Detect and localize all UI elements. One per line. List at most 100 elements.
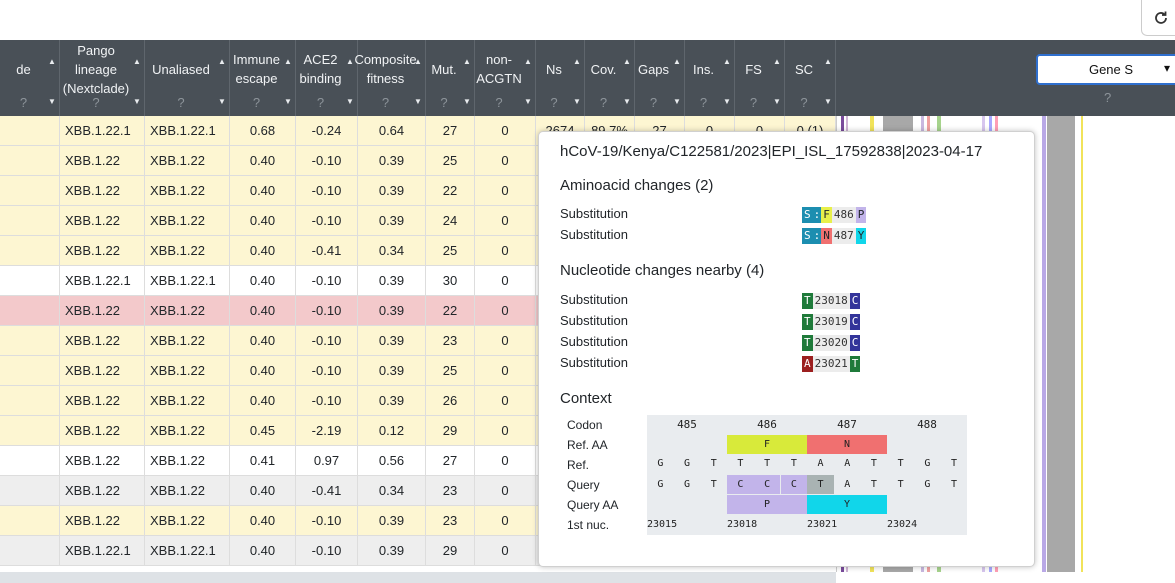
mutation-gene: S: [802, 228, 813, 244]
table-cell-nonacgtn: 0: [475, 386, 536, 416]
column-header-11[interactable]: Ins.? ▲ ▼: [685, 40, 735, 116]
mutation-query: P: [855, 207, 867, 223]
table-cell-unaliased: XBB.1.22: [145, 356, 230, 386]
help-icon[interactable]: ?: [252, 95, 261, 110]
query-aa-cell: Y: [807, 495, 887, 514]
horizontal-scrollbar[interactable]: [0, 572, 836, 583]
table-cell-fitness: 0.39: [358, 296, 426, 326]
column-header-9[interactable]: Cov.? ▲ ▼: [585, 40, 635, 116]
column-header-4[interactable]: ACE2 binding? ▲ ▼: [296, 40, 358, 116]
gene-help-icon[interactable]: ?: [1104, 90, 1112, 105]
table-cell-mut: 22: [426, 296, 475, 326]
table-cell-lineage: XBB.1.22: [60, 416, 145, 446]
help-icon[interactable]: ?: [381, 95, 390, 110]
table-cell-ace2: -0.10: [296, 356, 358, 386]
sort-asc-icon[interactable]: ▲: [623, 57, 631, 66]
table-cell-mut: 26: [426, 386, 475, 416]
column-header-1[interactable]: Pango lineage (Nextclade)? ▲ ▼: [60, 40, 145, 116]
ref-nuc-cell: G: [657, 458, 664, 469]
sort-desc-icon[interactable]: ▼: [218, 97, 226, 106]
sort-desc-icon[interactable]: ▼: [824, 97, 832, 106]
aa-change-kind: Substitution: [560, 227, 628, 242]
ref-nuc-cell: A: [844, 458, 851, 469]
help-icon[interactable]: ?: [800, 95, 808, 110]
sort-asc-icon[interactable]: ▲: [284, 57, 292, 66]
sort-desc-icon[interactable]: ▼: [773, 97, 781, 106]
sort-asc-icon[interactable]: ▲: [573, 57, 581, 66]
sort-asc-icon[interactable]: ▲: [673, 57, 681, 66]
column-header-8[interactable]: Ns? ▲ ▼: [536, 40, 585, 116]
refresh-button[interactable]: [1141, 0, 1175, 36]
column-header-5[interactable]: Composite fitness? ▲ ▼: [354, 40, 426, 116]
help-icon[interactable]: ?: [92, 95, 100, 110]
help-icon[interactable]: ?: [550, 95, 558, 110]
table-header: de? ▲ ▼ Pango lineage (Nextclade)? ▲ ▼ Unalias…: [0, 40, 1175, 116]
sort-desc-icon[interactable]: ▼: [346, 97, 354, 106]
sort-asc-icon[interactable]: ▲: [346, 57, 354, 66]
column-header-0[interactable]: de? ▲ ▼: [0, 40, 60, 116]
table-cell-ace2: -0.10: [296, 146, 358, 176]
help-icon[interactable]: ?: [749, 95, 758, 110]
column-header-6[interactable]: Mut.? ▲ ▼: [426, 40, 475, 116]
sort-desc-icon[interactable]: ▼: [673, 97, 681, 106]
ref-nuc-cell: T: [870, 458, 877, 469]
gene-select[interactable]: Gene S ▾: [1036, 54, 1175, 85]
sort-desc-icon[interactable]: ▼: [48, 97, 56, 106]
sort-desc-icon[interactable]: ▼: [573, 97, 581, 106]
context-grid: 485 486 487 488 F N G G T T T T A A T T G T G G T C C C T A T T G T P Y…: [647, 415, 967, 535]
column-header-13[interactable]: SC? ▲ ▼: [785, 40, 836, 116]
table-cell-ace2: -0.41: [296, 236, 358, 266]
help-icon[interactable]: ?: [649, 95, 658, 110]
sort-desc-icon[interactable]: ▼: [463, 97, 471, 106]
help-icon[interactable]: ?: [316, 95, 325, 110]
query-nuc-cell: A: [844, 479, 851, 490]
sort-asc-icon[interactable]: ▲: [218, 57, 226, 66]
column-header-3[interactable]: Immune escape? ▲ ▼: [230, 40, 296, 116]
sort-asc-icon[interactable]: ▲: [463, 57, 471, 66]
query-nuc-cell: T: [897, 479, 904, 490]
sort-asc-icon[interactable]: ▲: [723, 57, 731, 66]
help-icon[interactable]: ?: [177, 95, 185, 110]
column-header-10[interactable]: Gaps? ▲ ▼: [635, 40, 685, 116]
column-label: Ins.: [693, 61, 714, 77]
table-cell-fitness: 0.39: [358, 146, 426, 176]
mutation-ref: A: [802, 356, 813, 372]
help-icon[interactable]: ?: [699, 95, 708, 110]
table-cell-immune: 0.40: [230, 266, 296, 296]
column-header-2[interactable]: Unaliased? ▲ ▼: [145, 40, 230, 116]
help-icon[interactable]: ?: [440, 95, 448, 110]
table-cell: [0, 506, 60, 536]
sort-desc-icon[interactable]: ▼: [623, 97, 631, 106]
table-cell-mut: 29: [426, 416, 475, 446]
sort-asc-icon[interactable]: ▲: [524, 57, 532, 66]
sort-desc-icon[interactable]: ▼: [133, 97, 141, 106]
mutation-pos: 487: [831, 228, 856, 244]
column-label: ACE2 binding: [299, 52, 342, 86]
column-header-12[interactable]: FS? ▲ ▼: [735, 40, 785, 116]
sort-asc-icon[interactable]: ▲: [133, 57, 141, 66]
help-icon[interactable]: ?: [599, 95, 608, 110]
sort-desc-icon[interactable]: ▼: [723, 97, 731, 106]
column-header-7[interactable]: non-ACGTN? ▲ ▼: [475, 40, 536, 116]
table-cell-nonacgtn: 0: [475, 176, 536, 206]
sort-desc-icon[interactable]: ▼: [414, 97, 422, 106]
sort-asc-icon[interactable]: ▲: [48, 57, 56, 66]
table-cell-ace2: -0.10: [296, 536, 358, 566]
sort-asc-icon[interactable]: ▲: [773, 57, 781, 66]
table-cell-lineage: XBB.1.22.1: [60, 266, 145, 296]
table-cell-immune: 0.40: [230, 296, 296, 326]
table-cell: [0, 536, 60, 566]
help-icon[interactable]: ?: [495, 95, 503, 110]
table-cell-nonacgtn: 0: [475, 326, 536, 356]
table-cell-ace2: -0.10: [296, 326, 358, 356]
sort-desc-icon[interactable]: ▼: [524, 97, 532, 106]
sort-desc-icon[interactable]: ▼: [284, 97, 292, 106]
aa-changes-heading: Aminoacid changes (2): [560, 177, 714, 194]
sort-asc-icon[interactable]: ▲: [414, 57, 422, 66]
help-icon[interactable]: ?: [19, 95, 28, 110]
context-row-label: Codon: [567, 418, 603, 432]
sort-asc-icon[interactable]: ▲: [824, 57, 832, 66]
table-cell-unaliased: XBB.1.22: [145, 236, 230, 266]
table-cell-fitness: 0.39: [358, 266, 426, 296]
query-nuc-cell: G: [684, 479, 691, 490]
